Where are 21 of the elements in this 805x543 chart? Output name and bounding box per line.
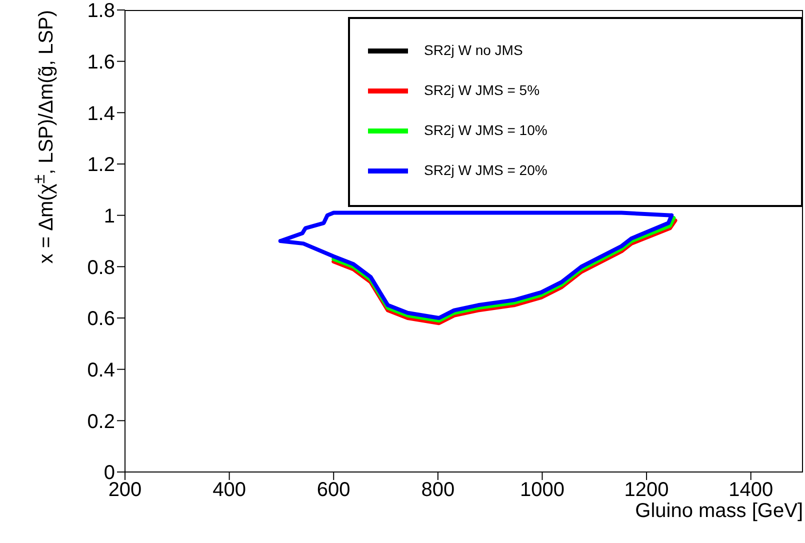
x-tick-label: 1200 — [624, 479, 669, 502]
y-tick-label: 1.2 — [87, 154, 115, 176]
y-tick-label: 1.4 — [87, 102, 115, 125]
x-tick-label: 400 — [212, 479, 246, 502]
y-tick-label: 0.4 — [87, 359, 115, 382]
legend-label: SR2j W no JMS — [424, 42, 523, 58]
x-tick-label: 200 — [108, 479, 142, 502]
y-tick-label: 0.6 — [87, 308, 115, 330]
y-tick-label: 1 — [104, 205, 115, 228]
y-tick-label: 1.6 — [87, 51, 115, 74]
legend-label: SR2j W JMS = 10% — [424, 122, 548, 138]
x-tick-label: 1400 — [728, 479, 774, 502]
x-tick-label: 600 — [316, 479, 350, 502]
x-axis-title: Gluino mass [GeV] — [635, 500, 803, 522]
y-tick-label: 1.8 — [87, 0, 115, 22]
y-tick-label: 0.8 — [87, 256, 115, 279]
x-tick-label: 800 — [421, 479, 455, 502]
legend-label: SR2j W JMS = 5% — [424, 82, 540, 98]
y-tick-label: 0.2 — [87, 410, 115, 433]
x-tick-label: 1000 — [520, 479, 564, 502]
legend-label: SR2j W JMS = 20% — [424, 162, 548, 178]
